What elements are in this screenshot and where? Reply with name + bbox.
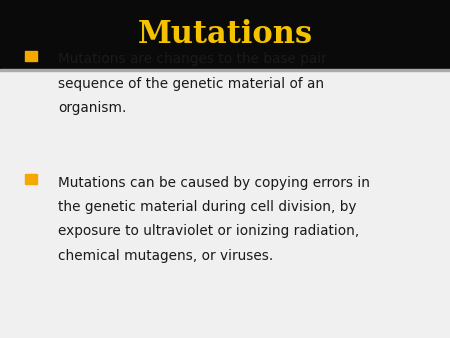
Text: Mutations: Mutations (137, 19, 313, 50)
Text: organism.: organism. (58, 101, 127, 115)
Bar (25, 174, 37, 184)
Bar (25, 51, 37, 61)
Text: Mutations can be caused by copying errors in: Mutations can be caused by copying error… (58, 176, 370, 190)
Bar (0, 0, 450, 69)
Text: Mutations are changes to the base pair: Mutations are changes to the base pair (58, 52, 327, 66)
Bar (0, 69, 450, 71)
Text: the genetic material during cell division, by: the genetic material during cell divisio… (58, 200, 357, 214)
Text: exposure to ultraviolet or ionizing radiation,: exposure to ultraviolet or ionizing radi… (58, 224, 360, 238)
Text: sequence of the genetic material of an: sequence of the genetic material of an (58, 77, 324, 91)
Text: chemical mutagens, or viruses.: chemical mutagens, or viruses. (58, 249, 274, 263)
